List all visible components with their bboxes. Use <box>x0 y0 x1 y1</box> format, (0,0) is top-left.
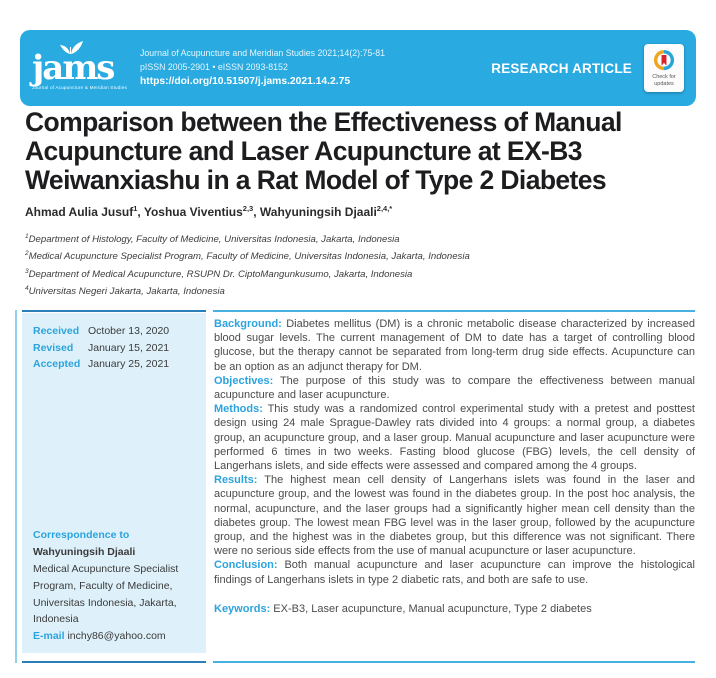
received-date-row: Received October 13, 2020 <box>33 323 198 340</box>
accepted-label: Accepted <box>33 358 81 371</box>
sidebar-spacer <box>33 373 198 528</box>
objectives-label: Objectives: <box>214 374 274 387</box>
article-type-label: RESEARCH ARTICLE <box>491 60 632 76</box>
affiliation-line: 1Department of Histology, Faculty of Med… <box>25 233 400 246</box>
abstract-section-results: Results: The highest mean cell density o… <box>214 474 695 558</box>
top-rule-main <box>213 310 695 312</box>
accepted-date-row: Accepted January 25, 2021 <box>33 356 198 373</box>
logo-wordmark: jams <box>32 48 115 89</box>
logo-tagline: Journal of Acupuncture & Meridian Studie… <box>32 84 128 90</box>
bottom-rule-sidebar <box>22 661 206 663</box>
accepted-value: January 25, 2021 <box>88 358 170 371</box>
article-info-sidebar: Received October 13, 2020 Revised Januar… <box>22 313 206 653</box>
affiliation-line: 3Department of Medical Acupuncture, RSUP… <box>25 267 413 281</box>
author-name: Wahyuningsih Djaali <box>259 205 377 219</box>
abstract-block: Received October 13, 2020 Revised Januar… <box>0 310 716 666</box>
abstract-text: Background: Diabetes mellitus (DM) is a … <box>214 317 695 616</box>
affiliations-list: 1Department of Histology, Faculty of Med… <box>25 231 470 301</box>
crossmark-icon <box>653 49 675 70</box>
abstract-section-methods: Methods: This study was a randomized con… <box>214 403 695 473</box>
revised-value: January 15, 2021 <box>88 341 170 354</box>
check-for-updates-text: Check for updates <box>652 73 676 87</box>
abstract-section-conclusion: Conclusion: Both manual acupuncture and … <box>214 559 695 586</box>
abstract-section-background: Background: Diabetes mellitus (DM) is a … <box>214 318 695 373</box>
doi-link[interactable]: https://doi.org/10.51507/j.jams.2021.14.… <box>140 75 351 87</box>
methods-label: Methods: <box>214 403 263 416</box>
affiliation-line: 2Medical Acupuncture Specialist Program,… <box>25 250 470 263</box>
abstract-section-objectives: Objectives: The purpose of this study wa… <box>214 374 695 402</box>
revised-label: Revised <box>33 341 74 354</box>
journal-logo[interactable]: jams Journal of Acupuncture & Meridian S… <box>32 41 128 90</box>
received-value: October 13, 2020 <box>88 325 170 337</box>
author-name: Yoshua Viventius <box>143 205 243 219</box>
correspondence-heading: Correspondence to <box>33 529 130 542</box>
top-rule-sidebar <box>22 310 206 312</box>
authors-line: Ahmad Aulia Jusuf1, Yoshua Viventius2,3,… <box>25 204 393 219</box>
correspondence-name: Wahyuningsih Djaali <box>33 546 136 559</box>
received-label: Received <box>33 325 80 337</box>
email-label: E-mail <box>33 630 65 643</box>
journal-meta: Journal of Acupuncture and Meridian Stud… <box>140 46 385 91</box>
email-link[interactable]: inchy86@yahoo.com <box>67 630 166 643</box>
correspondence-address: Medical Acupuncture Specialist Program, … <box>33 563 179 626</box>
results-label: Results: <box>214 474 258 487</box>
keywords-line: Keywords: EX-B3, Laser acupuncture, Manu… <box>214 602 592 615</box>
leaf-icon <box>60 41 83 55</box>
revised-date-row: Revised January 15, 2021 <box>33 340 198 357</box>
check-for-updates-badge[interactable]: Check for updates <box>644 44 684 92</box>
conclusion-label: Conclusion: <box>214 559 278 572</box>
affiliation-line: 4Universitas Negeri Jakarta, Jakarta, In… <box>25 285 225 298</box>
journal-citation-line: Journal of Acupuncture and Meridian Stud… <box>140 47 386 58</box>
correspondence-email-row: E-mail inchy86@yahoo.com <box>33 628 198 645</box>
issn-line: pISSN 2005-2901 • eISSN 2093-8152 <box>140 61 288 72</box>
author-affiliation-sup: 1 <box>133 204 138 213</box>
page-title: Comparison between the Effectiveness of … <box>25 107 622 195</box>
author-affiliation-sup: 2,3 <box>242 204 254 213</box>
author-affiliation-sup: 2,4,* <box>376 204 393 213</box>
journal-banner: jams Journal of Acupuncture & Meridian S… <box>20 30 696 106</box>
author-name: Ahmad Aulia Jusuf <box>25 205 134 219</box>
left-accent-rule <box>15 310 17 663</box>
background-label: Background: <box>214 318 282 330</box>
bottom-rule-main <box>213 661 695 663</box>
correspondence-block: Correspondence to Wahyuningsih Djaali Me… <box>33 527 198 645</box>
keywords-label: Keywords: <box>214 602 271 615</box>
